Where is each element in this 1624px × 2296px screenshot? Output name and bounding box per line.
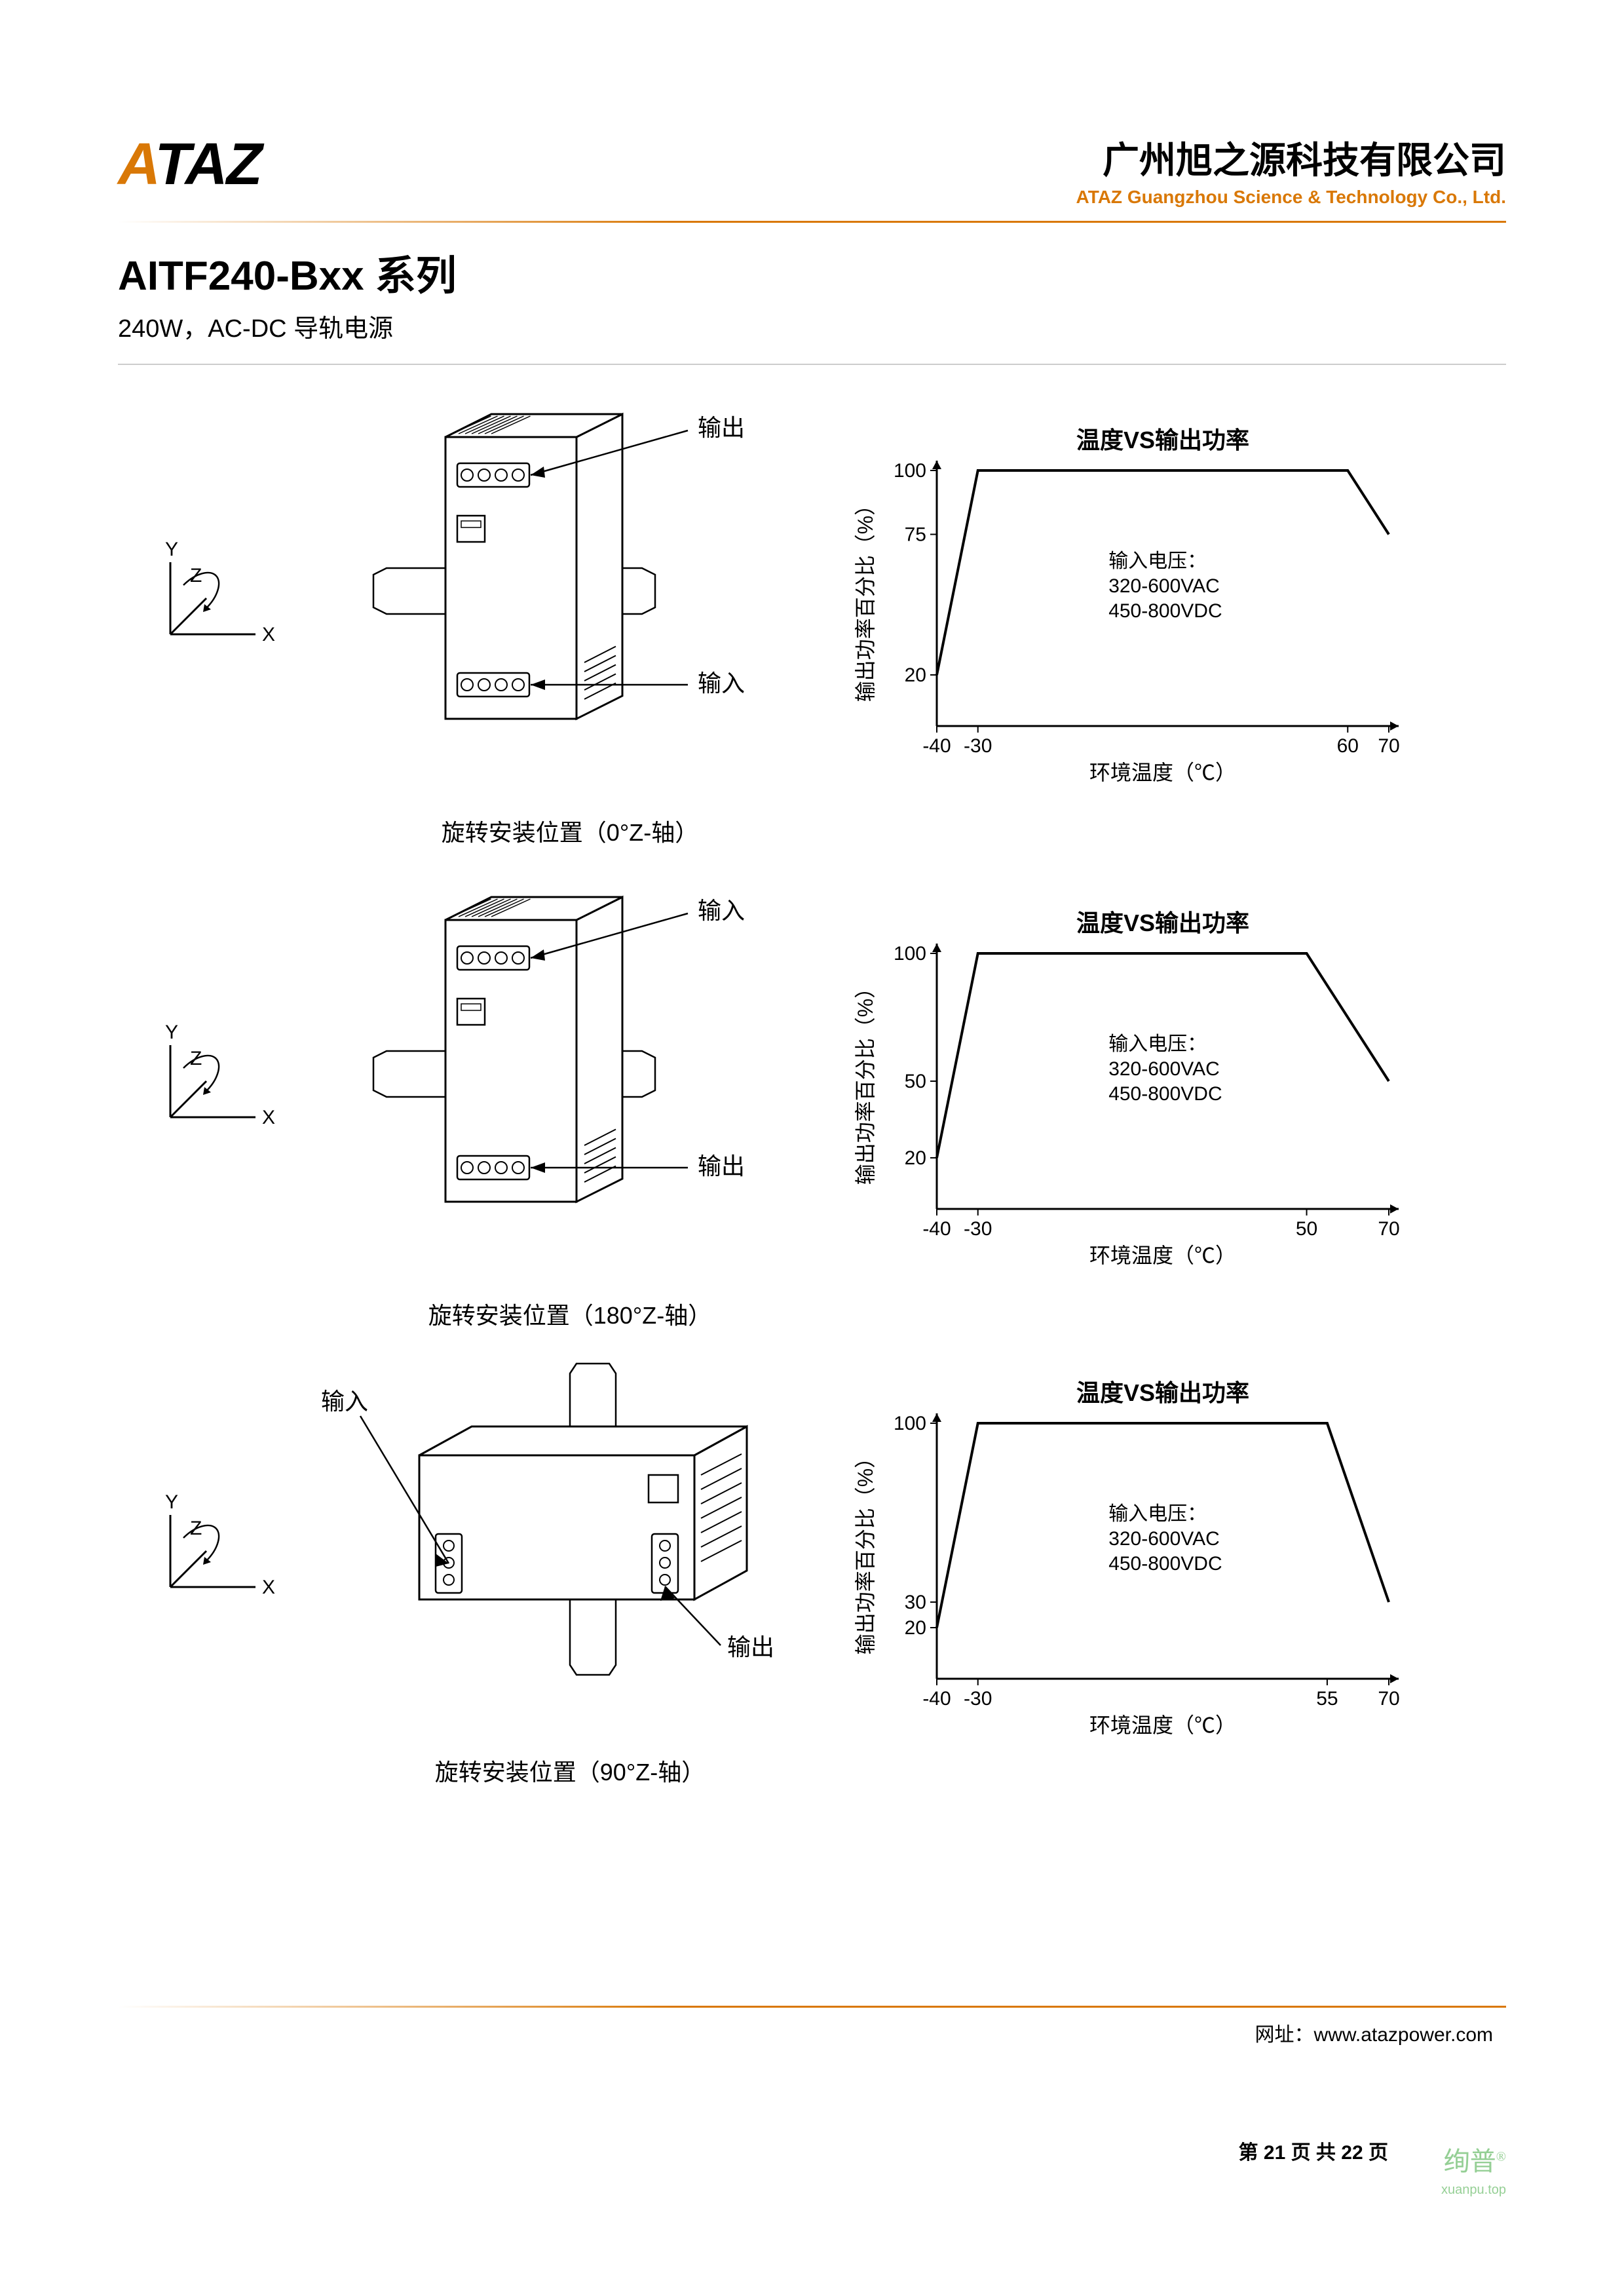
svg-text:60: 60 [1337,735,1359,757]
footer-rule [118,2006,1506,2008]
svg-text:-40: -40 [922,735,951,757]
svg-text:20: 20 [905,664,926,686]
derating-chart: 温度VS输出功率 -40 -30 50 70 20 50 100 环境温度（℃） 输出功率百分比（… [852,908,1408,1274]
chart-title: 温度VS输出功率 [1076,427,1249,453]
axis-icon: Y X Z [118,1006,288,1176]
svg-text:20: 20 [905,1147,926,1169]
device-diagram: 输入输出 [301,1337,839,1731]
chart-info-line: 输入电压： [1108,1033,1207,1055]
svg-text:-40: -40 [922,1688,951,1710]
device-top-label: 输入 [321,1388,368,1415]
device-bottom-label: 输出 [698,1153,745,1179]
svg-text:100: 100 [894,1413,926,1434]
chart-col: 温度VS输出功率 -40 -30 60 70 20 75 100 环境温度（℃） 输出功率百分比（… [852,425,1506,795]
content-row: Y X Z 输入输出旋转安装位置（180°Z-轴） 温度VS输出功率 -40 -30 50 70… [118,854,1506,1331]
svg-text:70: 70 [1378,1688,1399,1710]
device-col: 输出输入旋转安装位置（0°Z-轴） [288,372,852,848]
watermark: 绚普® [1444,2140,1506,2178]
svg-text:50: 50 [905,1071,926,1092]
chart-ylabel: 输出功率百分比（%） [854,495,877,702]
device-bottom-label: 输入 [698,670,745,697]
chart-info-line: 320-600VAC [1108,575,1220,597]
chart-info-line: 输入电压： [1108,1503,1207,1525]
axis-icon: Y X Z [118,1476,288,1646]
device-col: 输入输出旋转安装位置（90°Z-轴） [288,1337,852,1788]
device-top-label: 输入 [698,897,745,924]
logo-text-rest: TAZ [155,132,261,197]
svg-text:Z: Z [190,565,202,586]
chart-info-line: 450-800VDC [1108,600,1222,622]
content-row: Y X Z 输出输入旋转安装位置（0°Z-轴） 温度VS输出功率 -40 -30 60 70 20… [118,372,1506,848]
chart-info-line: 450-800VDC [1108,1083,1222,1105]
chart-title: 温度VS输出功率 [1076,909,1249,936]
device-top-label: 输出 [698,414,745,441]
svg-text:70: 70 [1378,1218,1399,1240]
footer-url: 网址：www.atazpower.com [1255,2018,1493,2047]
svg-text:Z: Z [190,1518,202,1539]
chart-col: 温度VS输出功率 -40 -30 50 70 20 50 100 环境温度（℃） 输出功率百分比（… [852,908,1506,1278]
product-subtitle: 240W，AC-DC 导轨电源 [118,308,1506,344]
device-bottom-label: 输出 [727,1634,774,1660]
header-rule [118,221,1506,223]
device-caption: 旋转安装位置（0°Z-轴） [288,814,852,848]
svg-text:20: 20 [905,1617,926,1639]
svg-text:Y: Y [165,539,178,560]
axis-col: Y X Z [118,523,288,697]
svg-text:X: X [262,624,275,645]
chart-info-line: 450-800VDC [1108,1553,1222,1575]
chart-xlabel: 环境温度（℃） [1089,1244,1236,1267]
derating-chart: 温度VS输出功率 -40 -30 60 70 20 75 100 环境温度（℃） 输出功率百分比（… [852,425,1408,792]
svg-text:Y: Y [165,1022,178,1043]
svg-text:55: 55 [1316,1688,1338,1710]
axis-icon: Y X Z [118,523,288,693]
chart-title: 温度VS输出功率 [1076,1379,1249,1406]
watermark-sub: xuanpu.top [1441,2183,1506,2198]
title-block: AITF240-Bxx 系列 240W，AC-DC 导轨电源 [118,242,1506,344]
svg-text:X: X [262,1577,275,1598]
svg-text:100: 100 [894,460,926,482]
svg-text:-30: -30 [964,735,992,757]
chart-info-line: 320-600VAC [1108,1058,1220,1080]
derating-chart: 温度VS输出功率 -40 -30 55 70 20 30 100 环境温度（℃） 输出功率百分比（… [852,1377,1408,1744]
chart-xlabel: 环境温度（℃） [1089,761,1236,784]
device-diagram: 输出输入 [334,372,806,791]
svg-text:Y: Y [165,1491,178,1513]
svg-text:-30: -30 [964,1218,992,1240]
svg-text:75: 75 [905,524,926,546]
company-name-cn: 广州旭之源科技有限公司 [1076,131,1506,184]
device-col: 输入输出旋转安装位置（180°Z-轴） [288,854,852,1331]
company-name-en: ATAZ Guangzhou Science & Technology Co.,… [1076,187,1506,208]
chart-ylabel: 输出功率百分比（%） [854,978,877,1185]
title-rule [118,364,1506,365]
svg-text:100: 100 [894,943,926,965]
device-caption: 旋转安装位置（180°Z-轴） [288,1297,852,1331]
device-caption: 旋转安装位置（90°Z-轴） [288,1753,852,1788]
footer-page: 第 21 页 共 22 页 [1239,2136,1388,2165]
svg-text:50: 50 [1296,1218,1317,1240]
chart-xlabel: 环境温度（℃） [1089,1713,1236,1737]
chart-info-line: 320-600VAC [1108,1528,1220,1550]
footer-url-label: 网址： [1255,2024,1314,2046]
page-header: ATAZ 广州旭之源科技有限公司 ATAZ Guangzhou Science … [118,131,1506,208]
axis-col: Y X Z [118,1476,288,1649]
device-diagram: 输入输出 [334,854,806,1274]
logo: ATAZ [118,131,261,199]
svg-text:X: X [262,1107,275,1128]
axis-col: Y X Z [118,1006,288,1179]
svg-text:Z: Z [190,1048,202,1069]
svg-text:70: 70 [1378,735,1399,757]
product-title: AITF240-Bxx 系列 [118,242,1506,301]
footer-url-value: www.atazpower.com [1314,2024,1493,2046]
svg-text:-30: -30 [964,1688,992,1710]
svg-text:30: 30 [905,1592,926,1613]
chart-col: 温度VS输出功率 -40 -30 55 70 20 30 100 环境温度（℃） 输出功率百分比（… [852,1377,1506,1748]
content-row: Y X Z 输入输出旋转安装位置（90°Z-轴） 温度VS输出功率 -40 -30 55 70 2… [118,1337,1506,1788]
chart-info-line: 输入电压： [1108,550,1207,572]
company-info: 广州旭之源科技有限公司 ATAZ Guangzhou Science & Tec… [1076,131,1506,208]
chart-ylabel: 输出功率百分比（%） [854,1447,877,1655]
svg-text:-40: -40 [922,1218,951,1240]
